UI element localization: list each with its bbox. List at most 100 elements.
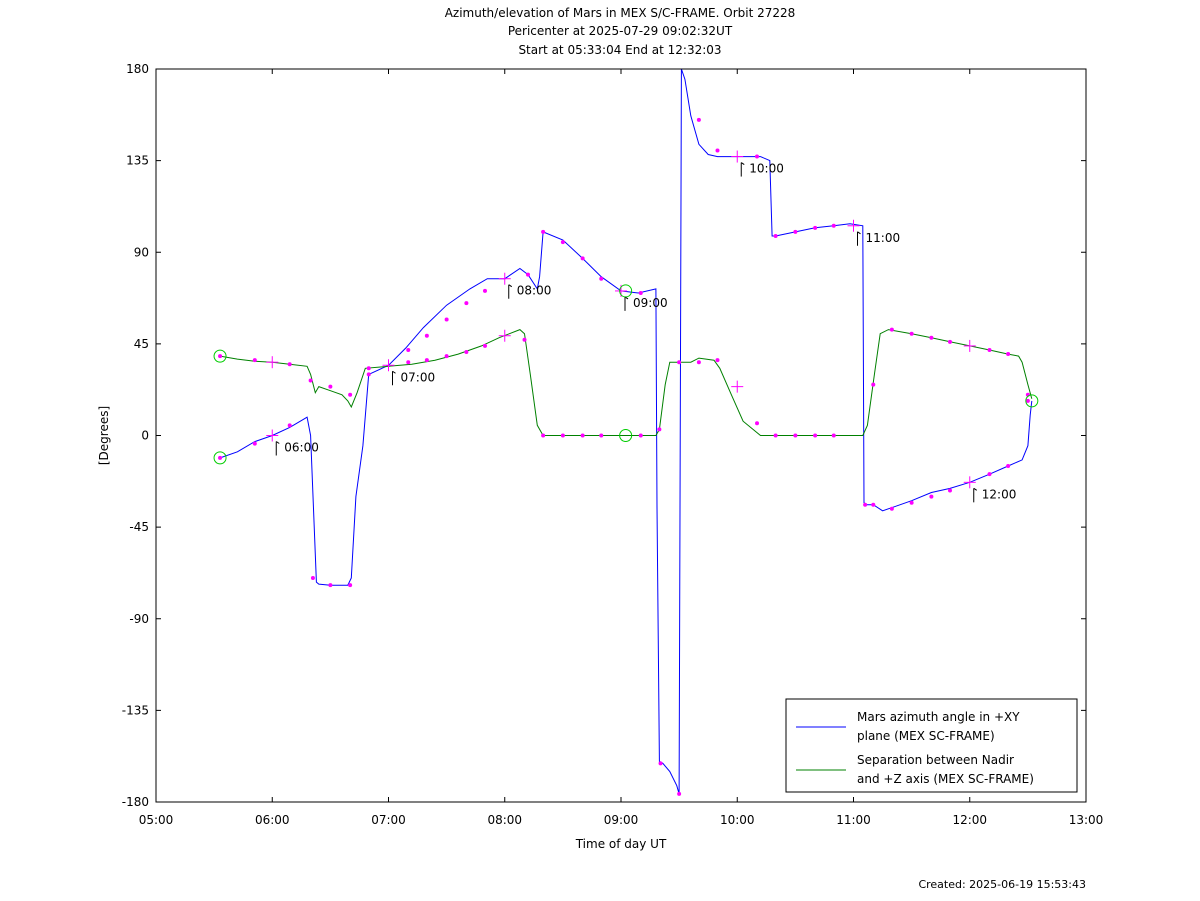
hour-label: 07:00 — [401, 370, 436, 384]
data-point — [715, 358, 720, 363]
legend-label-0: plane (MEX SC-FRAME) — [857, 729, 995, 743]
x-tick-label: 05:00 — [139, 813, 174, 827]
hour-tick — [392, 370, 396, 374]
data-point — [406, 360, 411, 365]
data-point — [252, 441, 257, 446]
data-point — [308, 378, 313, 383]
chart-subtitle-2: Start at 05:33:04 End at 12:32:03 — [518, 43, 722, 57]
data-point — [444, 354, 449, 359]
data-point — [444, 317, 449, 322]
x-tick-label: 07:00 — [371, 813, 406, 827]
y-tick-label: 90 — [134, 245, 149, 259]
legend-label-1: Separation between Nadir — [857, 753, 1014, 767]
data-point — [831, 223, 836, 228]
data-point — [755, 421, 760, 426]
legend-label-0: Mars azimuth angle in +XY — [857, 710, 1020, 724]
data-point — [773, 233, 778, 238]
data-point — [863, 502, 868, 507]
data-point — [328, 583, 333, 588]
endpoint-circle — [213, 349, 227, 363]
data-point — [871, 502, 876, 507]
marker-layer: 06:00 07:00 08:00 09:00 10:00 11:00 12:00 — [213, 117, 1039, 796]
data-point — [831, 433, 836, 438]
data-point — [287, 362, 292, 367]
y-tick-label: 135 — [126, 154, 149, 168]
data-point — [755, 154, 760, 159]
y-tick-label: -135 — [122, 703, 149, 717]
plot-frame — [155, 68, 1087, 803]
hour-label: 11:00 — [866, 231, 901, 245]
data-point — [424, 333, 429, 338]
data-point — [793, 229, 798, 234]
chart-title: Azimuth/elevation of Mars in MEX S/C-FRA… — [444, 6, 796, 20]
data-point — [580, 433, 585, 438]
data-point — [658, 761, 663, 766]
data-point — [1006, 464, 1011, 469]
data-point — [871, 382, 876, 387]
data-point — [677, 360, 682, 365]
x-tick-label: 12:00 — [952, 813, 987, 827]
data-point — [889, 506, 894, 511]
legend-label-1: and +Z axis (MEX SC-FRAME) — [857, 772, 1034, 786]
hour-tick — [740, 162, 745, 165]
data-point — [560, 433, 565, 438]
data-point — [482, 288, 487, 293]
data-point — [328, 384, 333, 389]
hour-tick — [508, 284, 513, 288]
data-point — [348, 392, 353, 397]
data-point — [909, 500, 914, 505]
y-tick-label: -90 — [129, 612, 149, 626]
created-timestamp: Created: 2025-06-19 15:53:43 — [918, 878, 1086, 891]
hour-label: 10:00 — [749, 162, 784, 176]
data-point — [889, 327, 894, 332]
data-point — [715, 148, 720, 153]
hour-label: 09:00 — [633, 296, 668, 310]
legend-box — [785, 698, 1078, 793]
data-point — [773, 433, 778, 438]
x-tick-label: 11:00 — [836, 813, 871, 827]
data-point — [482, 343, 487, 348]
data-point — [366, 372, 371, 377]
x-tick-label: 09:00 — [604, 813, 639, 827]
data-point — [947, 488, 952, 493]
y-axis-label: [Degrees] — [97, 406, 111, 465]
x-axis-label: Time of day UT — [575, 837, 667, 851]
tick-layer: 05:00 06:00 07:00 08:00 09:00 10:00 11:00 12:00… — [122, 62, 1104, 827]
data-point — [541, 229, 546, 234]
hour-label: 08:00 — [517, 284, 552, 298]
data-point — [638, 290, 643, 295]
data-point — [541, 433, 546, 438]
data-point — [218, 354, 223, 359]
data-point — [638, 433, 643, 438]
data-point — [947, 339, 952, 344]
data-point — [580, 256, 585, 261]
endpoint-circle — [213, 451, 227, 465]
data-point — [218, 455, 223, 460]
series-line-0 — [219, 68, 1033, 795]
data-point — [464, 301, 469, 306]
data-point — [813, 225, 818, 230]
endpoint-circle — [1025, 394, 1039, 408]
data-point — [929, 335, 934, 340]
x-tick-label: 13:00 — [1069, 813, 1104, 827]
data-point — [793, 433, 798, 438]
y-tick-label: 180 — [126, 62, 149, 76]
data-point — [366, 366, 371, 371]
hour-label: 12:00 — [982, 487, 1017, 501]
y-tick-label: 45 — [134, 337, 149, 351]
series-line-1 — [220, 329, 1033, 436]
data-point — [599, 276, 604, 281]
x-tick-label: 08:00 — [487, 813, 522, 827]
data-point — [348, 583, 353, 588]
data-point — [657, 427, 662, 432]
series-layer — [219, 68, 1033, 795]
data-point — [560, 240, 565, 245]
data-point — [464, 350, 469, 355]
data-point — [696, 117, 701, 122]
data-point — [987, 472, 992, 477]
data-point — [909, 331, 914, 336]
legend: Mars azimuth angle in +XY plane (MEX SC-F… — [785, 698, 1078, 793]
hour-label: 06:00 — [284, 441, 319, 455]
data-point — [929, 494, 934, 499]
